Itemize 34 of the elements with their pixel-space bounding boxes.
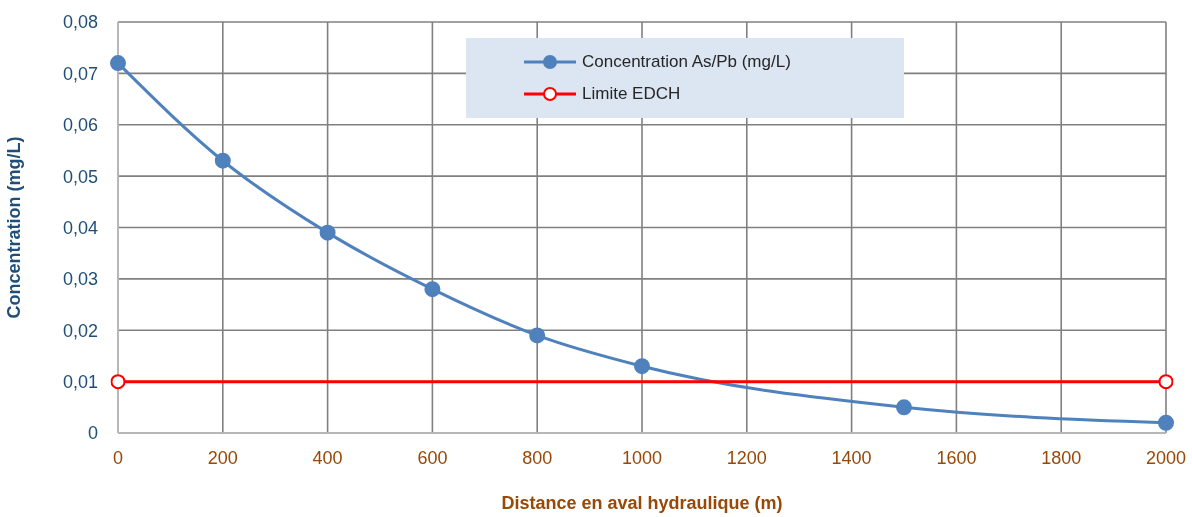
y-tick-label: 0: [87, 423, 98, 444]
y-tick-label: 0,03: [62, 269, 98, 290]
x-tick-label: 1600: [936, 447, 977, 468]
y-tick-label: 0,08: [62, 12, 98, 33]
legend-label: Concentration As/Pb (mg/L): [582, 52, 791, 72]
x-tick-label: 800: [522, 447, 553, 468]
y-tick-label: 0,04: [62, 217, 98, 238]
point: [424, 281, 441, 298]
x-tick-label: 1000: [621, 447, 663, 468]
point: [1158, 374, 1174, 390]
x-tick-label: 1800: [1041, 447, 1082, 468]
y-tick-label: 0,07: [62, 63, 98, 84]
y-tick-label: 0,05: [62, 166, 98, 187]
y-axis-title: Concentration (mg/L): [4, 136, 25, 319]
x-tick-label: 2000: [1145, 447, 1187, 468]
x-tick-label: 200: [207, 447, 238, 468]
y-tick-label: 0,01: [62, 372, 98, 393]
x-tick-label: 1200: [726, 447, 767, 468]
y-tick-label: 0,06: [62, 115, 98, 136]
x-axis-title: Distance en aval hydraulique (m): [501, 493, 783, 513]
point: [1158, 414, 1174, 431]
legend-label: Limite EDCH: [582, 84, 681, 104]
point: [110, 55, 126, 72]
point: [319, 224, 336, 241]
x-tick-label: 400: [312, 447, 343, 468]
point: [896, 399, 912, 416]
x-tick-label: 1400: [831, 447, 872, 468]
y-tick-label: 0,02: [62, 320, 98, 341]
x-tick-label: 600: [417, 447, 448, 468]
point: [529, 327, 546, 344]
point: [110, 374, 126, 390]
x-tick-label: 0: [112, 447, 124, 468]
point: [634, 358, 650, 375]
point: [214, 152, 231, 169]
